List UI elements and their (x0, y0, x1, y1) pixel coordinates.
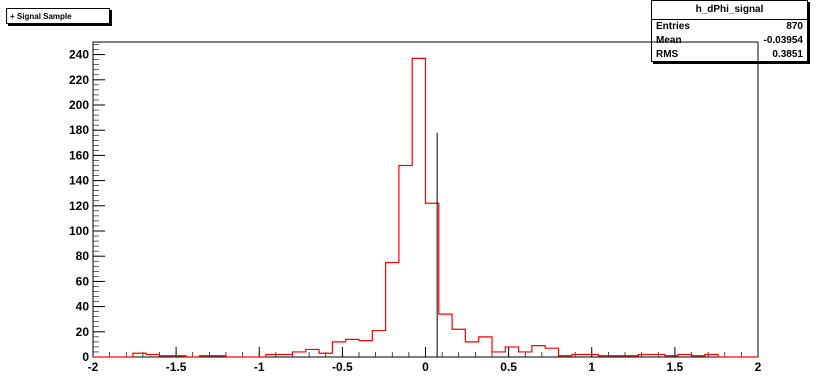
y-tick-label: 160 (69, 148, 89, 162)
x-tick-label: -1.5 (166, 360, 187, 374)
legend-entry-label: Signal Sample (16, 12, 72, 21)
x-tick-label: -1 (254, 360, 265, 374)
x-tick-label: -2 (88, 360, 99, 374)
stats-title: h_dPhi_signal (652, 1, 807, 20)
stats-label: Entries (656, 21, 690, 32)
stats-value: 870 (786, 21, 803, 32)
stats-row-rms: RMS 0.3851 (652, 48, 807, 62)
y-tick-label: 220 (69, 73, 89, 87)
y-tick-label: 100 (69, 224, 89, 238)
stats-value: 0.3851 (772, 49, 803, 60)
y-tick-label: 140 (69, 174, 89, 188)
stats-row-mean: Mean -0.03954 (652, 34, 807, 48)
x-tick-label: -0.5 (332, 360, 353, 374)
signal-histogram-line (93, 57, 758, 358)
legend-marker-icon: + (10, 12, 15, 21)
x-tick-label: 1 (588, 360, 595, 374)
y-tick-label: 80 (76, 249, 90, 263)
y-tick-label: 180 (69, 123, 89, 137)
y-tick-label: 200 (69, 98, 89, 112)
stats-label: RMS (656, 49, 679, 60)
y-tick-label: 0 (82, 350, 89, 364)
x-tick-label: 1.5 (667, 360, 684, 374)
x-tick-label: 0 (422, 360, 429, 374)
y-tick-label: 60 (76, 274, 90, 288)
y-tick-label: 40 (76, 300, 90, 314)
x-tick-label: 2 (755, 360, 762, 374)
y-tick-label: 120 (69, 199, 89, 213)
stats-value: -0.03954 (763, 35, 803, 46)
y-tick-label: 240 (69, 48, 89, 62)
x-tick-label: 0.5 (500, 360, 517, 374)
stats-box: h_dPhi_signal Entries 870 Mean -0.03954 … (651, 0, 808, 62)
y-tick-label: 20 (76, 325, 90, 339)
legend-box: + Signal Sample (6, 8, 110, 24)
stats-label: Mean (656, 35, 682, 46)
stats-row-entries: Entries 870 (652, 20, 807, 34)
